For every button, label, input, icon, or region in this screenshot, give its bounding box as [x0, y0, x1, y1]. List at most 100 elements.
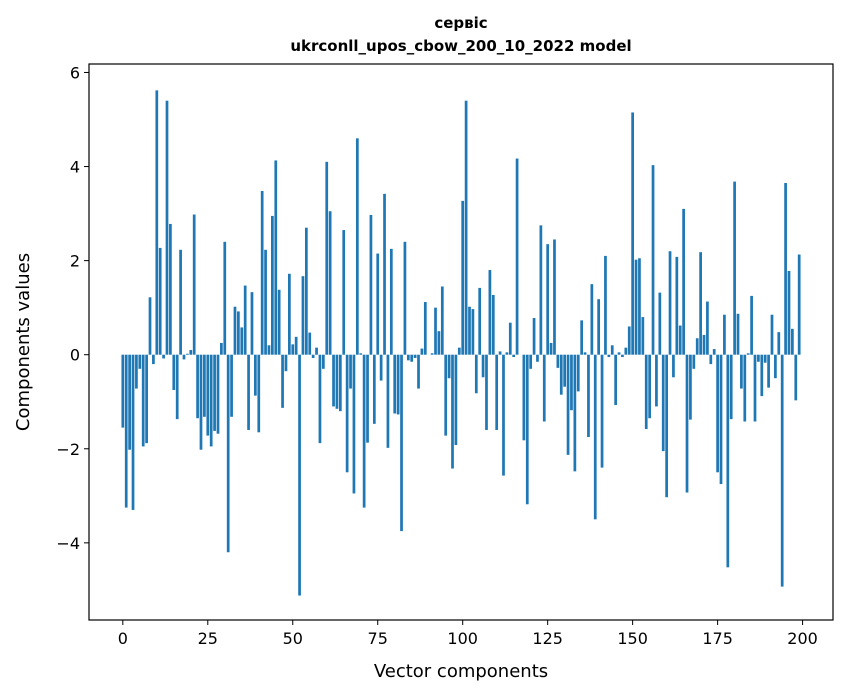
bar: [250, 292, 254, 355]
bar: [590, 284, 594, 355]
bar: [277, 289, 281, 355]
bar: [332, 354, 335, 407]
bar: [576, 354, 580, 392]
chart-subtitle: ukrconll_upos_cbow_200_10_2022 model: [290, 37, 631, 55]
y-tick-label: 0: [70, 346, 80, 365]
bar: [729, 354, 733, 420]
bar: [247, 354, 250, 430]
bar: [152, 354, 155, 365]
bar: [430, 353, 434, 355]
bar: [787, 270, 791, 355]
bar: [271, 215, 274, 355]
bar: [311, 354, 315, 358]
bar: [376, 253, 380, 355]
bar: [648, 354, 651, 419]
bar: [743, 354, 747, 422]
x-tick-label: 125: [532, 629, 563, 648]
bar: [614, 354, 618, 406]
bar: [665, 354, 668, 498]
bar: [553, 239, 556, 355]
bar: [651, 165, 655, 355]
bar: [165, 100, 169, 355]
bar: [624, 347, 628, 355]
bar: [321, 354, 325, 369]
bar: [716, 354, 719, 473]
bar: [417, 354, 420, 389]
bar: [131, 354, 135, 510]
bar: [522, 354, 526, 441]
bar: [352, 354, 356, 494]
bar: [641, 317, 645, 355]
bar: [186, 353, 189, 355]
bar: [386, 354, 390, 448]
bar: [440, 286, 444, 355]
bar: [396, 354, 400, 415]
bar: [220, 342, 223, 355]
bar: [338, 354, 342, 412]
bar: [491, 294, 495, 355]
bar: [148, 297, 152, 355]
x-tick-label: 175: [702, 629, 733, 648]
bar: [563, 354, 567, 387]
bar: [257, 354, 261, 433]
bar: [288, 273, 291, 355]
bar: [461, 200, 465, 355]
bar: [539, 225, 543, 355]
bar: [223, 241, 227, 355]
bar: [791, 328, 794, 355]
bar: [383, 193, 386, 355]
bar: [379, 354, 383, 381]
bar: [199, 354, 203, 450]
bar: [400, 354, 403, 532]
bar: [672, 354, 675, 378]
bar: [689, 354, 692, 420]
bar: [124, 354, 128, 508]
bar: [121, 354, 125, 428]
bar: [393, 354, 397, 414]
bar: [203, 354, 206, 417]
bar: [508, 322, 512, 355]
bar: [627, 326, 631, 355]
bar: [192, 214, 196, 355]
bar: [362, 354, 366, 508]
bar: [692, 354, 696, 369]
bar: [206, 354, 210, 436]
bar: [254, 354, 257, 396]
bar: [488, 270, 492, 355]
bar: [369, 214, 373, 355]
bar: [736, 313, 740, 355]
bar: [695, 338, 699, 355]
bar: [481, 354, 485, 378]
bar: [196, 354, 199, 419]
bar: [179, 249, 182, 355]
bar: [546, 244, 550, 355]
bar: [318, 354, 322, 444]
bar: [515, 158, 519, 355]
bar: [281, 354, 284, 408]
bar: [763, 354, 767, 363]
bar: [559, 354, 563, 395]
x-tick-label: 25: [198, 629, 218, 648]
bar: [780, 354, 784, 587]
bar: [682, 208, 685, 355]
bar: [583, 352, 587, 355]
bar: [556, 354, 560, 368]
bar: [213, 354, 216, 431]
bar: [328, 211, 332, 355]
bar: [512, 354, 516, 358]
bar: [138, 354, 142, 369]
x-axis-ticks: 0 25 50 75 100 125 150 175 200: [118, 620, 818, 648]
bar: [777, 332, 781, 355]
bar: [464, 100, 468, 355]
bar: [267, 345, 271, 355]
bar: [719, 354, 723, 485]
y-tick-label: −2: [56, 440, 80, 459]
bar: [189, 350, 193, 355]
bar: [536, 354, 539, 362]
bar: [702, 334, 706, 355]
x-tick-label: 200: [787, 629, 818, 648]
bar: [587, 354, 590, 438]
bar: [675, 256, 679, 355]
